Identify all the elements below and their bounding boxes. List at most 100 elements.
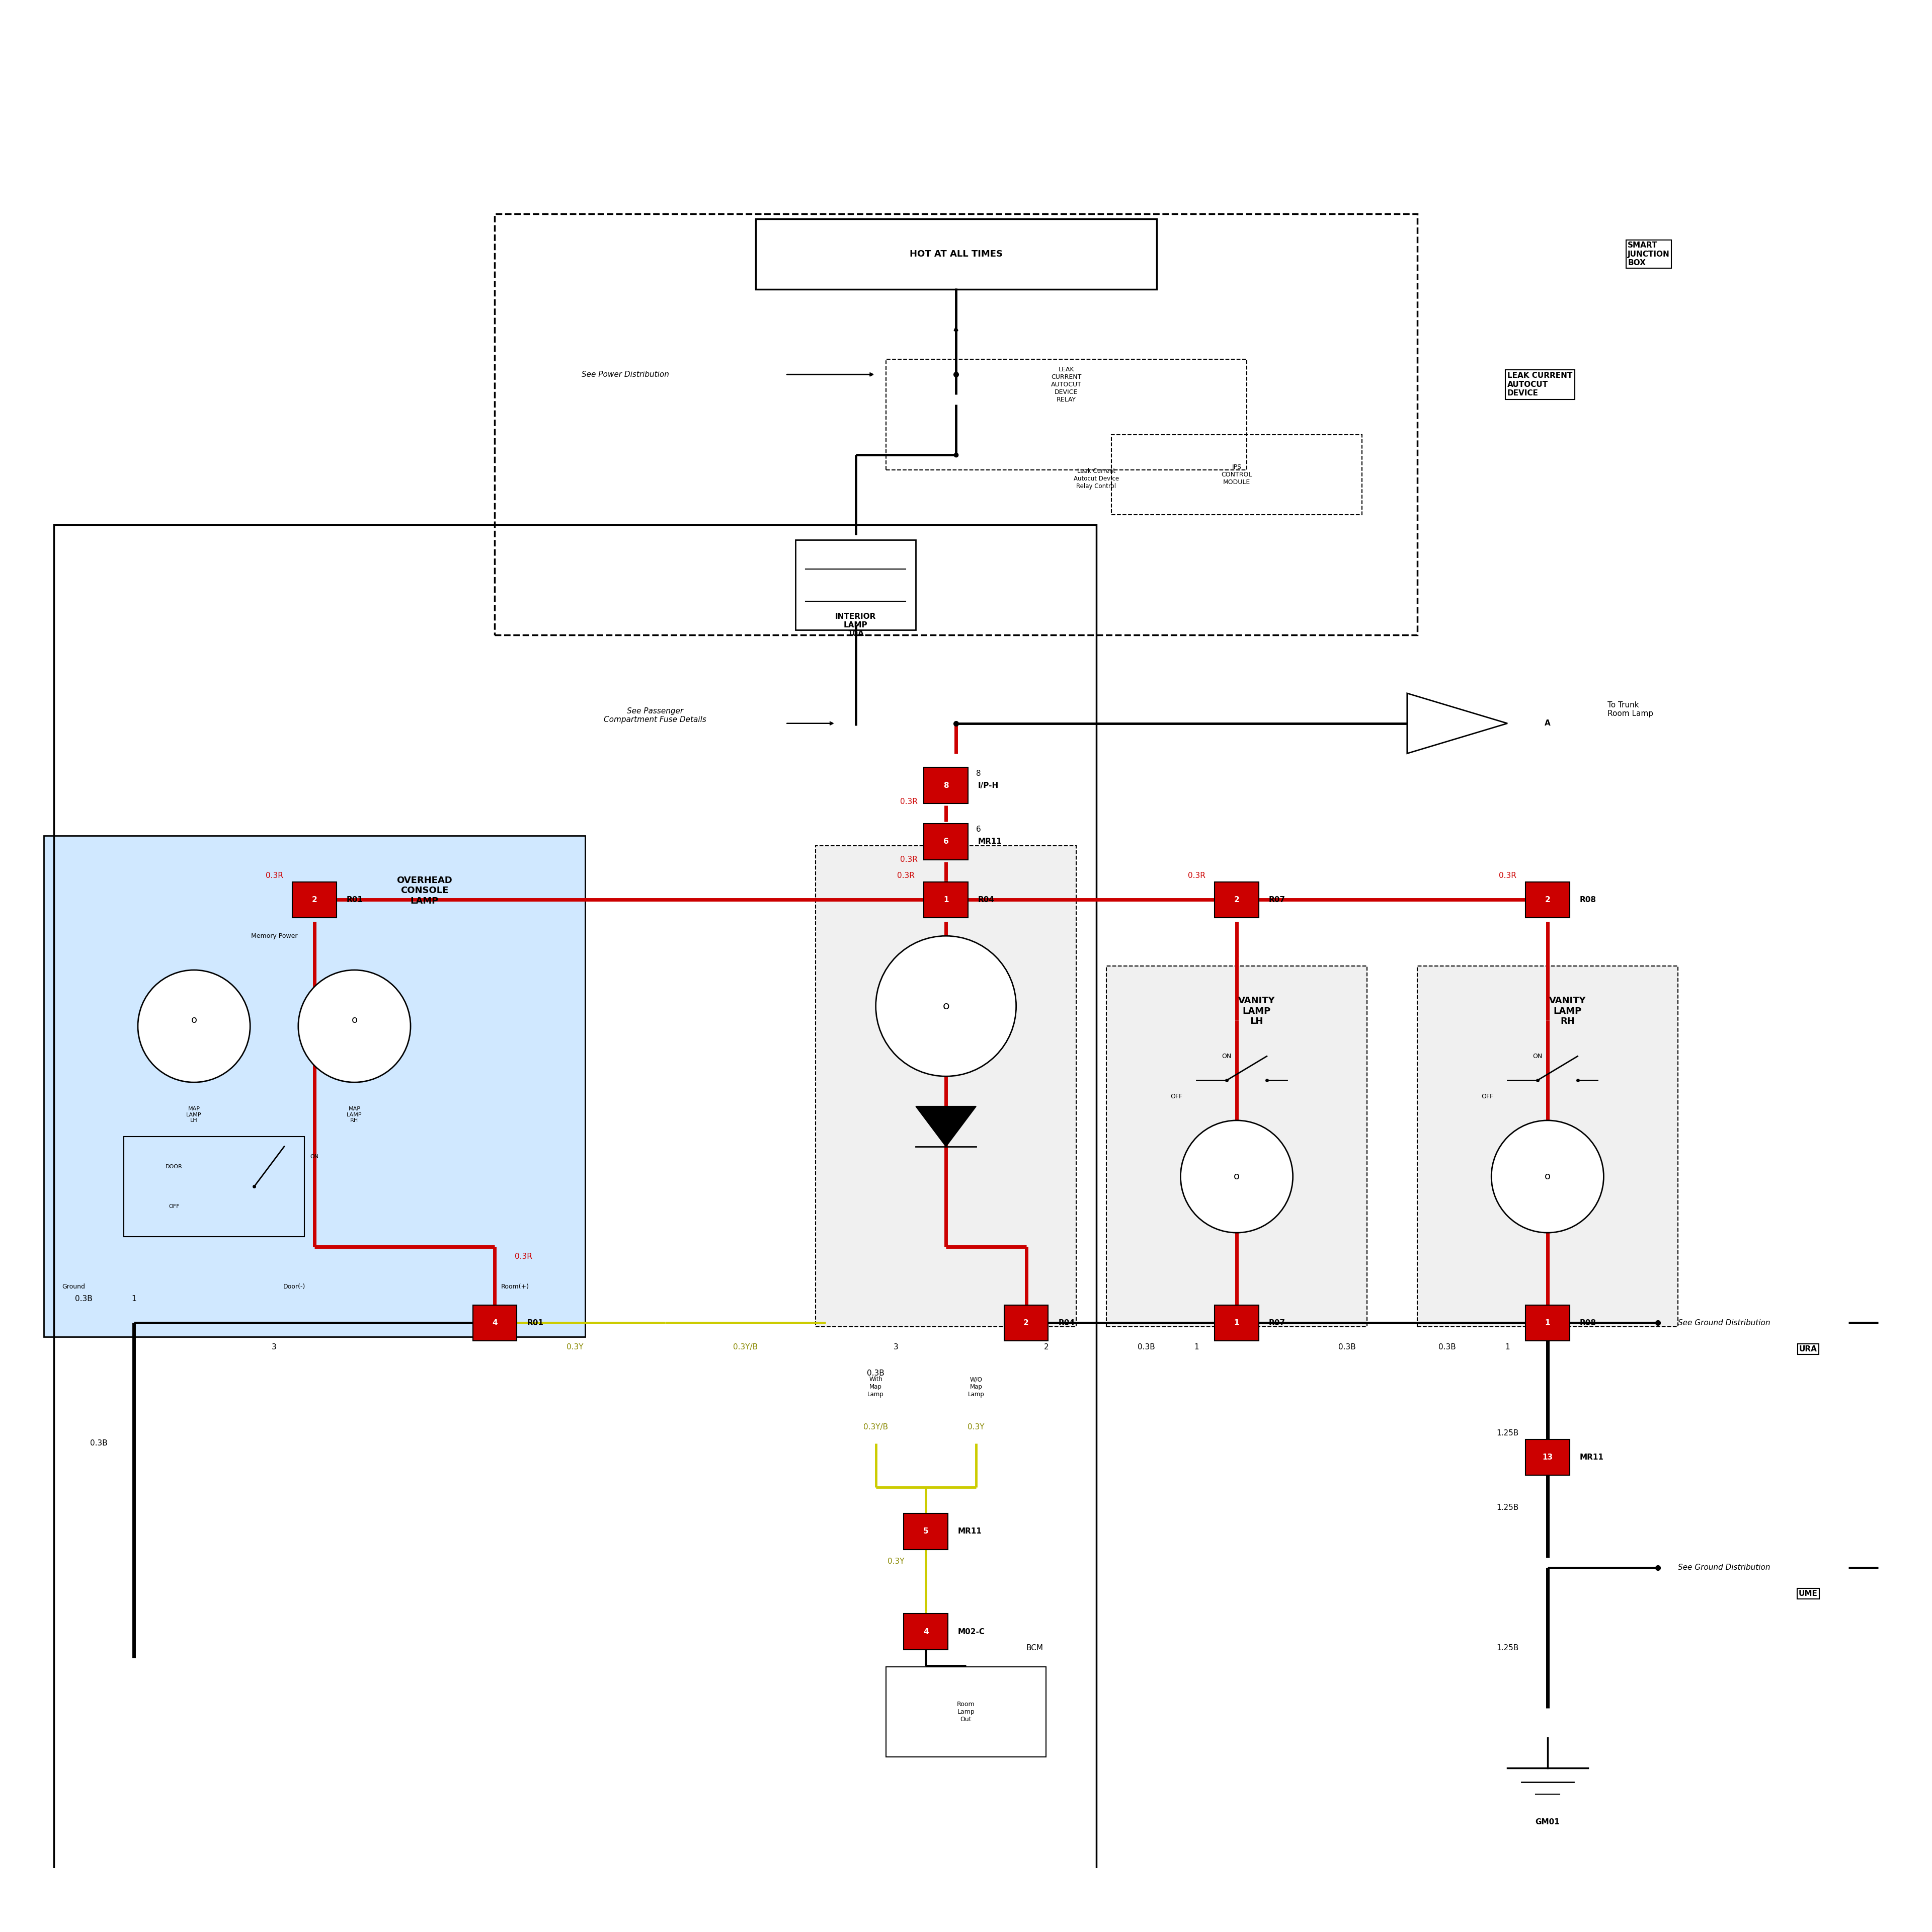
Text: DOOR: DOOR — [166, 1163, 182, 1169]
Text: URA: URA — [1799, 1345, 1818, 1352]
FancyBboxPatch shape — [923, 823, 968, 860]
Text: 3: 3 — [893, 1343, 898, 1350]
Text: 4: 4 — [493, 1320, 497, 1327]
Text: A: A — [1544, 719, 1551, 726]
Polygon shape — [1406, 694, 1507, 753]
Text: o: o — [352, 1016, 357, 1024]
Text: 0.3Y: 0.3Y — [566, 1343, 583, 1350]
Text: UME: UME — [1799, 1590, 1818, 1598]
FancyBboxPatch shape — [1526, 881, 1569, 918]
Text: See Ground Distribution: See Ground Distribution — [1677, 1563, 1770, 1571]
Text: Memory Power: Memory Power — [251, 933, 298, 939]
Text: MR11: MR11 — [1580, 1453, 1604, 1461]
FancyBboxPatch shape — [292, 881, 336, 918]
Text: 8: 8 — [943, 782, 949, 790]
Polygon shape — [916, 1107, 976, 1146]
Text: ON: ON — [1221, 1053, 1231, 1059]
FancyBboxPatch shape — [44, 837, 585, 1337]
Text: 3: 3 — [272, 1343, 276, 1350]
Text: R08: R08 — [1580, 896, 1596, 904]
Text: M02-C: M02-C — [958, 1629, 985, 1636]
FancyBboxPatch shape — [923, 767, 968, 804]
Text: o: o — [191, 1016, 197, 1024]
Text: VANITY
LAMP
RH: VANITY LAMP RH — [1549, 997, 1586, 1026]
Text: ON: ON — [309, 1153, 319, 1159]
FancyBboxPatch shape — [1215, 1304, 1260, 1341]
Text: 1.25B: 1.25B — [1495, 1430, 1519, 1437]
FancyBboxPatch shape — [923, 881, 968, 918]
Circle shape — [137, 970, 249, 1082]
Text: SMART
JUNCTION
BOX: SMART JUNCTION BOX — [1629, 242, 1669, 267]
FancyBboxPatch shape — [1107, 966, 1368, 1327]
Text: 1.25B: 1.25B — [1495, 1644, 1519, 1652]
FancyBboxPatch shape — [1418, 966, 1677, 1327]
Text: ON: ON — [1532, 1053, 1542, 1059]
Text: 1.25B: 1.25B — [1495, 1503, 1519, 1511]
Text: 0.3R: 0.3R — [896, 871, 914, 879]
FancyBboxPatch shape — [904, 1613, 949, 1650]
Text: 2: 2 — [1024, 1320, 1030, 1327]
Text: To Trunk
Room Lamp: To Trunk Room Lamp — [1607, 701, 1654, 717]
Text: OVERHEAD
CONSOLE
LAMP: OVERHEAD CONSOLE LAMP — [396, 875, 452, 906]
Text: 0.3R: 0.3R — [1188, 871, 1206, 879]
Text: 0.3Y: 0.3Y — [968, 1424, 985, 1432]
Text: 0.3B: 0.3B — [75, 1294, 93, 1302]
Text: 1: 1 — [1546, 1320, 1549, 1327]
Text: 0.3B: 0.3B — [1339, 1343, 1356, 1350]
Text: MR11: MR11 — [978, 838, 1003, 846]
Circle shape — [1492, 1121, 1604, 1233]
Text: 0.3B: 0.3B — [867, 1370, 885, 1378]
Text: 6: 6 — [943, 838, 949, 846]
Circle shape — [875, 935, 1016, 1076]
Text: 1: 1 — [1194, 1343, 1200, 1350]
Text: LEAK CURRENT
AUTOCUT
DEVICE: LEAK CURRENT AUTOCUT DEVICE — [1507, 373, 1573, 396]
Text: I/P-H: I/P-H — [978, 782, 999, 790]
Text: 2: 2 — [1235, 896, 1240, 904]
Text: 0.3R: 0.3R — [514, 1254, 533, 1260]
Text: W/O
Map
Lamp: W/O Map Lamp — [968, 1376, 983, 1399]
FancyBboxPatch shape — [1526, 1304, 1569, 1341]
Text: Room
Lamp
Out: Room Lamp Out — [956, 1700, 976, 1723]
Text: 0.3R: 0.3R — [900, 856, 918, 864]
Text: 0.3B: 0.3B — [1439, 1343, 1457, 1350]
Text: o: o — [943, 1001, 949, 1010]
Text: 1: 1 — [1235, 1320, 1238, 1327]
Text: R01: R01 — [346, 896, 363, 904]
Text: 0.3Y/B: 0.3Y/B — [732, 1343, 757, 1350]
Text: 0.3Y/B: 0.3Y/B — [864, 1424, 889, 1432]
Text: R08: R08 — [1580, 1320, 1596, 1327]
FancyBboxPatch shape — [1215, 881, 1260, 918]
Text: R07: R07 — [1269, 896, 1285, 904]
Text: 2: 2 — [1546, 896, 1549, 904]
Text: R01: R01 — [527, 1320, 543, 1327]
Text: o: o — [1544, 1173, 1551, 1180]
Text: GM01: GM01 — [1536, 1818, 1559, 1826]
Circle shape — [1180, 1121, 1293, 1233]
Text: VANITY
LAMP
LH: VANITY LAMP LH — [1238, 997, 1275, 1026]
Text: o: o — [1235, 1173, 1240, 1180]
Text: 1: 1 — [131, 1294, 137, 1302]
Text: 0.3Y: 0.3Y — [887, 1557, 904, 1565]
Text: LEAK
CURRENT
AUTOCUT
DEVICE
RELAY: LEAK CURRENT AUTOCUT DEVICE RELAY — [1051, 367, 1082, 404]
Text: INTERIOR
LAMP
10A: INTERIOR LAMP 10A — [835, 612, 877, 638]
Text: 5: 5 — [923, 1528, 929, 1536]
Text: 0.3R: 0.3R — [1499, 871, 1517, 879]
Text: MAP
LAMP
RH: MAP LAMP RH — [346, 1107, 361, 1122]
Text: 1: 1 — [943, 896, 949, 904]
FancyBboxPatch shape — [473, 1304, 518, 1341]
Text: 4: 4 — [923, 1629, 929, 1636]
Text: Ground: Ground — [62, 1283, 85, 1291]
Text: Room(+): Room(+) — [500, 1283, 529, 1291]
Text: BCM: BCM — [1026, 1644, 1043, 1652]
FancyBboxPatch shape — [815, 846, 1076, 1327]
Text: See Ground Distribution: See Ground Distribution — [1677, 1320, 1770, 1327]
Text: 2: 2 — [311, 896, 317, 904]
FancyBboxPatch shape — [1005, 1304, 1049, 1341]
Text: 0.3B: 0.3B — [91, 1439, 108, 1447]
Text: With
Map
Lamp: With Map Lamp — [867, 1376, 885, 1399]
Text: IPS
CONTROL
MODULE: IPS CONTROL MODULE — [1221, 464, 1252, 485]
Circle shape — [298, 970, 412, 1082]
Text: 0.3B: 0.3B — [1138, 1343, 1155, 1350]
Text: MAP
LAMP
LH: MAP LAMP LH — [185, 1107, 201, 1122]
Text: Leak Current
Autocut Device
Relay Control: Leak Current Autocut Device Relay Contro… — [1074, 468, 1119, 489]
